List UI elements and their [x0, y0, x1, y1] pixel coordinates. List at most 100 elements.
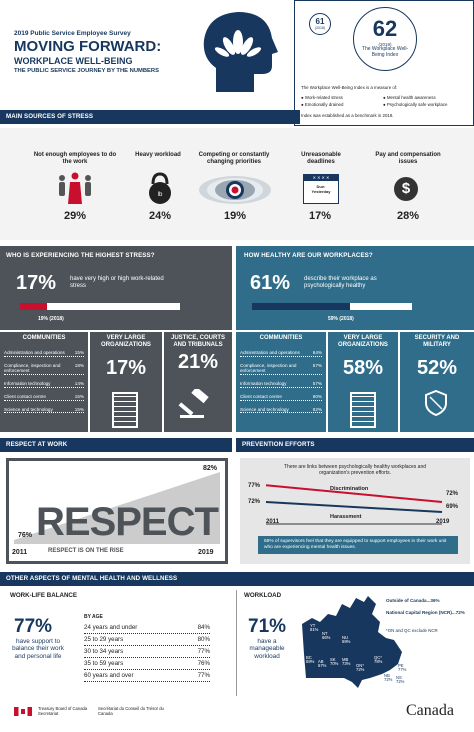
stress-item-label: Competing or constantly changing priorit…: [198, 152, 270, 165]
prevention-chart: [265, 484, 443, 525]
province-labels: YT 81% NT 66% NU 69% BC 69% AB 67% SK 70% MB 73…: [298, 594, 408, 692]
canada-flag-icon: [14, 707, 32, 716]
province-on: ON* 72%: [356, 663, 365, 673]
workload-desc: have a manageable workload: [249, 638, 285, 660]
page-tagline: THE PUBLIC SERVICE JOURNEY BY THE NUMBER…: [14, 68, 159, 74]
province-nu: NU 69%: [342, 635, 351, 645]
province-mb: MB 73%: [342, 657, 351, 667]
index-measure-4: ● Psychologically safe workplace: [383, 102, 448, 107]
harass-start-label: 72%: [248, 499, 261, 505]
age-row: 25 to 29 years 80%: [84, 634, 210, 646]
community-row: Science and technology 15%: [4, 406, 84, 414]
respect-caption: RESPECT IS ON THE RISE: [48, 548, 124, 554]
index-measure-1: ● Work-related stress: [301, 95, 343, 100]
healthy-progress-fill: [252, 303, 350, 310]
community-row: Administration and operations 15%: [4, 349, 84, 357]
age-row: 35 to 59 years 76%: [84, 658, 210, 670]
page-title: MOVING FORWARD:: [14, 38, 162, 55]
stress-item-label: Not enough employees to do the work: [33, 152, 117, 165]
disc-series-label: Discrimination: [330, 486, 369, 492]
index-panel: 61 (2018) 62 (2019) The Workplace Well-B…: [294, 0, 474, 126]
stress-communities-card: COMMUNITIES Administration and operation…: [0, 332, 88, 432]
stress-large-org-card: VERY LARGE ORGANIZATIONS 17%: [90, 332, 162, 432]
province-sk: SK 70%: [330, 657, 339, 667]
prevention-year-end: 2019: [436, 519, 450, 525]
highest-stress-prev: 19% (2018): [38, 316, 64, 322]
prevention-note: 68% of supervisors feel that they are eq…: [258, 536, 458, 554]
index-measure-2: ● Mental health awareness: [383, 95, 436, 100]
community-row: Adminstration and operations 64%: [240, 349, 322, 357]
stress-justice-card: JUSTICE, COURTS AND TRIBUNALS 21%: [164, 332, 232, 432]
prevention-heading: PREVENTION EFFORTS: [236, 438, 474, 452]
age-row: 60 years and over 77%: [84, 670, 210, 682]
community-row: Science and technology 62%: [240, 406, 322, 414]
respect-start-value: 76%: [18, 532, 33, 539]
discrimination-line: [265, 484, 443, 503]
head-lotus-icon: [196, 8, 282, 96]
canada-wordmark: Canada: [406, 702, 454, 719]
work-life-heading: WORK-LIFE BALANCE: [10, 592, 78, 599]
healthy-large-org-card: VERY LARGE ORGANIZATIONS 58%: [328, 332, 398, 432]
workload-big: 71%: [248, 616, 287, 637]
respect-word: RESPECT: [36, 500, 219, 544]
respect-heading: RESPECT AT WORK: [0, 438, 232, 452]
healthy-desc: describe their workplace as psychologica…: [304, 276, 377, 290]
people-icon: [56, 172, 94, 213]
stress-sources-heading: MAIN SOURCES OF STRESS: [0, 110, 300, 124]
age-row: 30 to 34 years 77%: [84, 646, 210, 658]
index-current-circle: 62 (2019) The Workplace Well-Being Index: [353, 7, 417, 71]
stress-item-pct: 24%: [148, 210, 172, 222]
stress-progress-bar: [20, 303, 180, 310]
healthy-prev: 59% (2018): [328, 316, 354, 322]
community-row: Compliance, inspection and enforcement 57…: [240, 362, 322, 376]
respect-panel: [6, 458, 228, 564]
community-row: Client contact centre 60%: [240, 393, 322, 401]
age-title: BY AGE: [84, 614, 103, 620]
harassment-line: [265, 501, 443, 513]
community-row: Information technology 57%: [240, 381, 322, 388]
stress-item-pct: 29%: [63, 210, 87, 222]
stress-item-pct: 17%: [308, 210, 332, 222]
province-pe: PE 77%: [398, 663, 407, 673]
shield-icon: [424, 389, 448, 422]
outside-canada: Outside of Canada...36%: [386, 598, 440, 603]
stress-item-label: Pay and compensation issues: [375, 152, 441, 165]
healthy-heading: HOW HEALTHY ARE OUR WORKPLACES?: [244, 252, 373, 259]
healthy-big: 61%: [250, 272, 291, 294]
province-ns: NS 72%: [396, 675, 405, 685]
province-nt: NT 66%: [322, 631, 331, 641]
healthy-security-card: SECURITY AND MILITARY 52%: [400, 332, 474, 432]
work-life-desc: have support to balance their work and p…: [12, 638, 64, 660]
harass-series-label: Harassment: [330, 514, 362, 520]
healthy-panel: [236, 246, 474, 330]
svg-text:lb: lb: [158, 192, 163, 198]
dollar-icon: $: [394, 177, 418, 201]
section-divider: [236, 590, 237, 696]
calendar-icon: ✕ ✕ ✕ ✕ Due: Yesterday: [303, 174, 339, 204]
survey-label: 2019 Public Service Employee Survey: [14, 30, 131, 37]
stress-item-pct: 19%: [223, 210, 247, 222]
canada-map-icon: [298, 594, 408, 697]
kettlebell-icon: lb: [146, 172, 174, 209]
stress-item-label: Heavy workload: [135, 152, 181, 158]
province-ab: AB 67%: [318, 659, 327, 669]
gavel-icon: [178, 386, 218, 424]
age-list: 24 years and under 84% 25 to 29 years 80% …: [84, 622, 210, 682]
province-bc: BC 69%: [306, 655, 315, 665]
highest-stress-big: 17%: [16, 272, 57, 294]
other-heading: OTHER ASPECTS OF MENTAL HEALTH AND WELLN…: [0, 572, 474, 586]
healthy-communities-card: COMMUNITIES Adminstration and operations…: [236, 332, 326, 432]
index-benchmark: Index was established as a benchmark in …: [301, 113, 394, 118]
building-icon: [112, 392, 138, 428]
respect-trend-icon: [8, 460, 226, 567]
disc-start-label: 77%: [248, 483, 261, 489]
stress-item-label: Unreasonable deadlines: [301, 152, 341, 165]
age-row: 24 years and under 84%: [84, 622, 210, 634]
footer-fr: Secrétariat du Conseil du Trésor du Cana…: [98, 706, 164, 717]
province-qc: QC* 78%: [374, 655, 383, 665]
prevention-intro: There are links between psychologically …: [283, 464, 427, 476]
index-prev-circle: 61 (2018): [309, 13, 331, 35]
index-measure-3: ● Emotionally drained: [301, 102, 344, 107]
footer-en: Treasury Board of Canada Secretariat: [38, 706, 88, 717]
stress-progress-fill: [20, 303, 48, 310]
